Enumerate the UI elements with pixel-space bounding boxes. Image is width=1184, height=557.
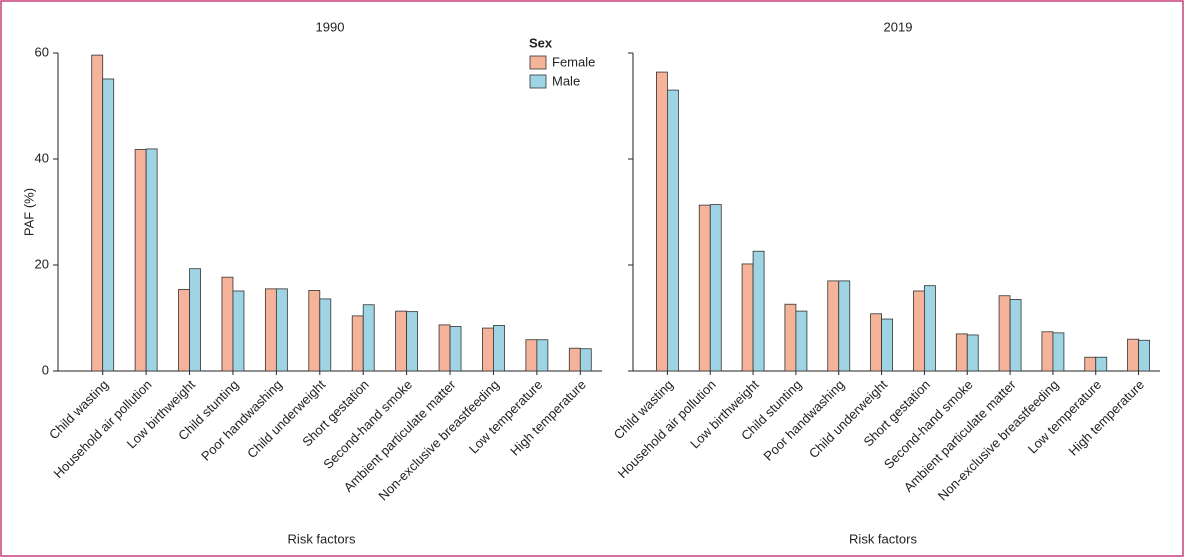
- male-bar: [406, 311, 419, 372]
- y-tick-label: 60: [35, 44, 49, 59]
- female-bar: [438, 324, 451, 372]
- x-axis-label: Risk factors: [288, 531, 356, 546]
- x-tick-label: High temperature: [1065, 377, 1147, 459]
- female-bar: [351, 315, 364, 372]
- male-bar: [189, 268, 201, 372]
- female-bar: [395, 310, 408, 372]
- female-bar: [1041, 331, 1054, 372]
- panel-title: 2019: [884, 19, 913, 34]
- male-bar: [362, 304, 375, 372]
- female-bar: [656, 71, 668, 372]
- x-tick-label: High temperature: [507, 377, 589, 459]
- male-bar: [579, 348, 592, 372]
- x-tick-label: Child underweight: [806, 377, 890, 461]
- male-bar: [493, 325, 505, 372]
- x-axis-label: Risk factors: [849, 531, 917, 546]
- female-bar: [955, 333, 968, 372]
- male-bar: [881, 318, 893, 372]
- male-bar: [145, 148, 158, 372]
- male-bar: [838, 280, 851, 372]
- male-bar: [1138, 339, 1150, 372]
- x-tick-label: Low temperature: [1025, 377, 1105, 457]
- female-bar: [525, 339, 538, 372]
- female-bar: [178, 288, 190, 372]
- male-bar: [795, 310, 808, 372]
- male-bar: [102, 78, 115, 372]
- x-tick-label: Poor handwashing: [761, 377, 848, 464]
- legend-swatch: [529, 74, 547, 89]
- female-bar: [568, 347, 581, 372]
- male-bar: [275, 288, 288, 372]
- male-bar: [966, 334, 979, 372]
- male-bar: [449, 326, 462, 372]
- male-bar: [667, 89, 679, 372]
- male-bar: [709, 204, 722, 372]
- legend-label: Female: [552, 54, 595, 69]
- male-bar: [536, 339, 549, 372]
- female-bar: [827, 280, 840, 372]
- y-axis-label: PAF (%): [21, 188, 36, 236]
- male-bar: [1095, 356, 1108, 372]
- female-bar: [134, 149, 147, 372]
- male-bar: [319, 298, 332, 372]
- female-bar: [998, 295, 1011, 372]
- female-bar: [308, 290, 321, 372]
- female-bar: [913, 290, 925, 372]
- female-bar: [264, 288, 277, 372]
- y-tick-label: 40: [35, 150, 49, 165]
- x-tick-label: Poor handwashing: [198, 377, 285, 464]
- female-bar: [482, 327, 494, 372]
- x-tick-label: Low temperature: [466, 377, 546, 457]
- male-bar: [752, 250, 765, 372]
- female-bar: [1084, 356, 1097, 372]
- y-tick-label: 0: [42, 362, 49, 377]
- female-bar: [221, 276, 234, 372]
- female-bar: [870, 313, 882, 372]
- male-bar: [924, 285, 936, 372]
- male-bar: [232, 290, 245, 372]
- legend-label: Male: [552, 73, 580, 88]
- y-tick-label: 20: [35, 256, 49, 271]
- legend-title: Sex: [529, 35, 553, 50]
- female-bar: [698, 204, 711, 372]
- female-bar: [91, 54, 104, 372]
- legend-swatch: [529, 55, 547, 70]
- female-bar: [784, 303, 797, 372]
- x-tick-label: Child underweight: [244, 377, 328, 461]
- female-bar: [1127, 338, 1139, 372]
- panel-title: 1990: [316, 19, 345, 34]
- male-bar: [1052, 332, 1065, 372]
- female-bar: [741, 263, 754, 372]
- male-bar: [1009, 299, 1022, 372]
